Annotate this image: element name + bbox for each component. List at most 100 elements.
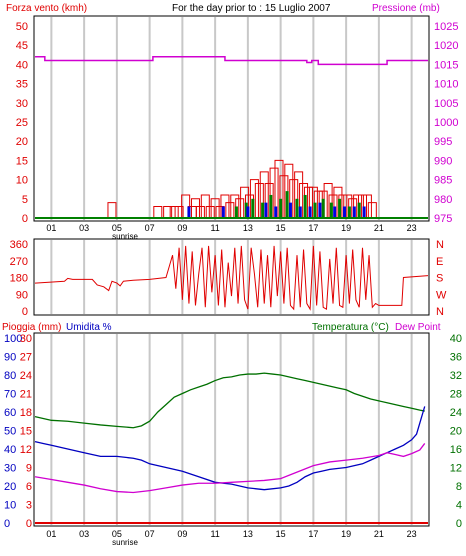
p3-series-lines: [34, 372, 428, 524]
p3-ytick-humidity: 40: [4, 444, 16, 456]
gust-green-bar: [338, 198, 342, 218]
gust-green-bar: [251, 198, 255, 218]
p1-ytick-right: 985: [434, 175, 452, 187]
p3-ytick-rain: 3: [26, 500, 32, 512]
pressure-axis-label: Pressione (mb): [372, 3, 440, 14]
p3-ytick-temp: 40: [450, 333, 462, 345]
gust-green-bar: [279, 198, 283, 218]
p2-ytick-left: 270: [10, 256, 28, 268]
p2-ytick-left: 180: [10, 273, 28, 285]
p2-ytick-right: N: [436, 239, 444, 251]
p1-xtick: 05: [112, 223, 122, 233]
p1-ytick-left: 20: [16, 136, 28, 148]
gust-green-bar: [234, 206, 238, 218]
p2-ytick-left: 0: [22, 306, 28, 318]
gust-green-bar: [313, 202, 317, 218]
p3-xtick: 01: [46, 529, 56, 539]
wind-bar: [284, 163, 294, 218]
gust-blue-bar: [318, 202, 322, 218]
gust-blue-bar: [342, 206, 346, 218]
p1-xtick: 17: [308, 223, 318, 233]
wind-bar: [299, 182, 309, 218]
p3-xtick: 03: [79, 529, 89, 539]
wind-bar: [249, 179, 259, 218]
p3-xtick: 19: [341, 529, 351, 539]
p1-ytick-right: 1015: [434, 59, 458, 71]
gust-blue-bar: [362, 206, 366, 218]
gust-green-bar: [347, 206, 351, 218]
p1-pressure-line: [35, 55, 428, 66]
p3-xtick: 09: [177, 529, 187, 539]
gust-blue-bar: [333, 206, 337, 218]
p3-xtick: 17: [308, 529, 318, 539]
wind-direction-line: [34, 245, 429, 311]
gust-blue-bar: [221, 206, 225, 218]
p3-ytick-temp: 4: [456, 500, 462, 512]
p3-ytick-rain: 15: [20, 426, 32, 438]
p3-xtick: 15: [276, 529, 286, 539]
gust-blue-bar: [288, 202, 292, 218]
humidity-line: [34, 406, 426, 491]
p1-xtick: 11: [210, 223, 219, 233]
chart-title: For the day prior to : 15 Luglio 2007: [172, 3, 331, 14]
p1-xtick: 01: [46, 223, 56, 233]
p2-ytick-right: S: [436, 273, 443, 285]
p1-frame: [33, 15, 430, 222]
p1-gridlines: [50, 17, 413, 220]
gust-green-bar: [329, 202, 333, 218]
p3-ytick-temp: 12: [450, 463, 462, 475]
p3-ytick-temp: 32: [450, 370, 462, 382]
p3-ytick-rain: 30: [20, 333, 32, 345]
p1-ytick-left: 15: [16, 155, 28, 167]
gust-green-bar: [261, 202, 265, 218]
p3-ytick-temp: 20: [450, 426, 462, 438]
p3-ytick-temp: 0: [456, 518, 462, 530]
p1-ytick-left: 30: [16, 98, 28, 110]
p1-ytick-left: 0: [22, 213, 28, 225]
p1-xtick: 07: [145, 223, 155, 233]
wind-bar: [367, 202, 377, 218]
wind-bar: [174, 205, 184, 218]
temp-line: [34, 443, 426, 494]
p3-ytick-rain: 24: [20, 370, 32, 382]
p3-ytick-rain: 18: [20, 407, 32, 419]
gust-blue-bar: [308, 206, 312, 218]
p3-ytick-humidity: 50: [4, 426, 16, 438]
wind-bar: [163, 205, 173, 218]
p3-ytick-temp: 24: [450, 407, 462, 419]
dewpoint-axis-label: Dew Point: [395, 322, 441, 333]
gust-green-bar: [357, 202, 361, 218]
p3-y-ticks: 0102030405060708090100036912151821242730…: [4, 333, 462, 530]
wind-axis-label: Forza vento (kmh): [6, 3, 87, 14]
p3-ytick-rain: 27: [20, 352, 32, 364]
wind-bar: [259, 171, 269, 218]
rain-humidity-temp-panel: Pioggia (mm) Umidita % Temperatura (°C) …: [2, 322, 462, 547]
p3-xtick: 05: [112, 529, 122, 539]
p1-x-ticks: 01 03 05 07 09 11 13 15 17 19 21 23 sunrise: [46, 223, 416, 241]
p1-ytick-right: 975: [434, 213, 452, 225]
gust-blue-bar: [298, 206, 302, 218]
p1-ytick-left: 10: [16, 175, 28, 187]
p3-ytick-humidity: 10: [4, 500, 16, 512]
wind-bar: [308, 186, 318, 218]
p3-ytick-rain: 9: [26, 463, 32, 475]
p1-ytick-left: 50: [16, 21, 28, 33]
p2-ytick-left: 360: [10, 239, 28, 251]
p3-xtick: 23: [407, 529, 417, 539]
p1-ytick-left: 5: [22, 194, 28, 206]
p1-ytick-right: 1000: [434, 117, 458, 129]
gust-green-bar: [285, 191, 289, 218]
p3-xtick: 21: [374, 529, 384, 539]
p3-ytick-temp: 8: [456, 481, 462, 493]
p1-xtick: 13: [243, 223, 253, 233]
wind-bar: [269, 167, 279, 218]
rain-axis-label: Pioggia (mm): [2, 322, 61, 333]
p1-xtick: 03: [79, 223, 89, 233]
gust-blue-bar: [246, 206, 250, 218]
p3-sunrise-label: sunrise: [112, 538, 138, 547]
p2-ytick-right: N: [436, 306, 444, 318]
p1-xtick: 19: [341, 223, 351, 233]
wind-bar: [294, 171, 304, 218]
